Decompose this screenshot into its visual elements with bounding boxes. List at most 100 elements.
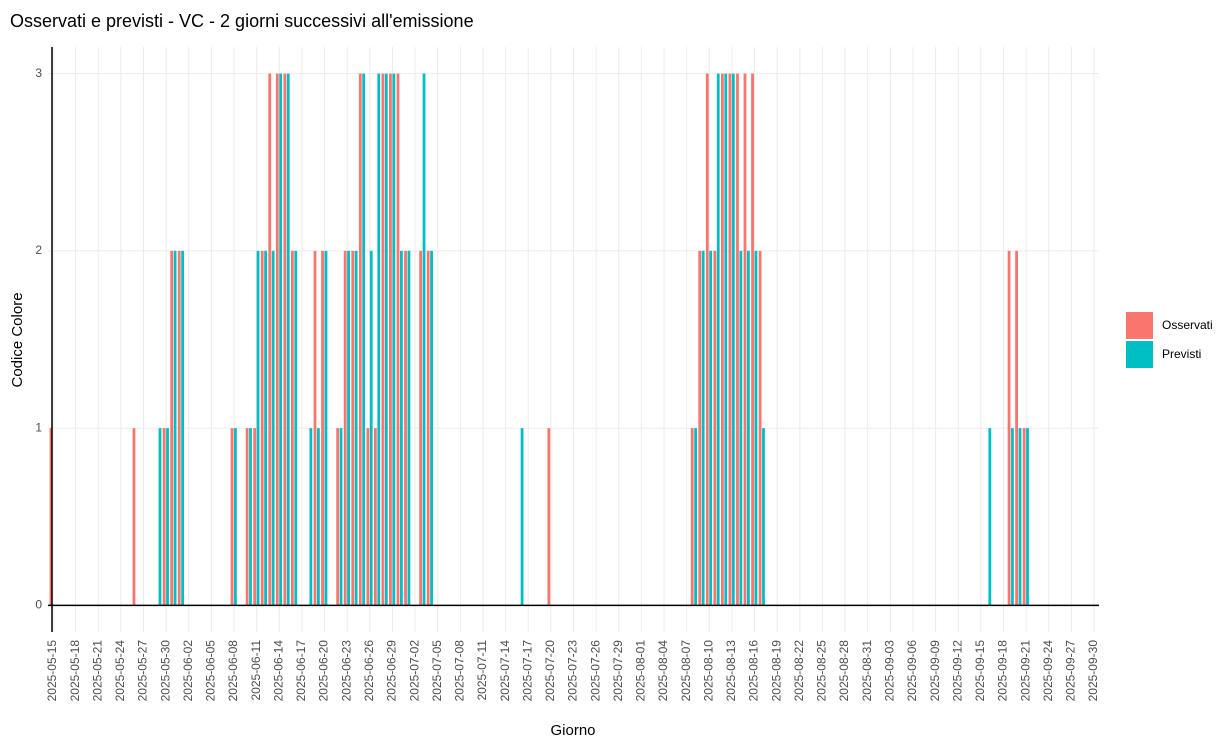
bar xyxy=(358,73,362,606)
bar xyxy=(381,73,385,606)
bar xyxy=(324,250,328,606)
x-tick-label: 2025-08-25 xyxy=(815,640,829,702)
bar xyxy=(407,250,411,606)
bar xyxy=(762,428,765,606)
bar xyxy=(988,428,992,606)
bar xyxy=(430,250,433,606)
bar xyxy=(690,428,694,606)
x-tick-label: 2025-07-20 xyxy=(543,640,557,702)
bar xyxy=(1018,428,1022,606)
x-tick-label: 2025-05-15 xyxy=(45,640,59,702)
bar xyxy=(392,73,396,606)
y-tick-label: 0 xyxy=(35,598,42,612)
x-tick-label: 2025-06-17 xyxy=(294,640,308,702)
x-tick-label: 2025-07-17 xyxy=(520,640,534,702)
x-tick-label: 2025-08-01 xyxy=(634,640,648,702)
bar xyxy=(286,73,290,606)
bar xyxy=(49,428,53,606)
bar xyxy=(369,250,373,606)
bar xyxy=(173,250,177,606)
bar xyxy=(547,428,551,606)
bar xyxy=(253,428,257,606)
x-tick-label: 2025-08-04 xyxy=(656,640,670,702)
x-tick-label: 2025-09-06 xyxy=(905,640,919,702)
x-tick-label: 2025-06-23 xyxy=(339,640,353,702)
bar xyxy=(389,73,392,606)
x-tick-label: 2025-06-14 xyxy=(271,640,285,702)
x-tick-label: 2025-08-22 xyxy=(792,640,806,702)
bar xyxy=(426,250,430,606)
bar xyxy=(404,250,407,606)
x-tick-label: 2025-09-21 xyxy=(1018,640,1032,702)
bar xyxy=(245,428,249,606)
bar xyxy=(313,250,317,606)
bar xyxy=(339,428,343,606)
bar xyxy=(1015,250,1018,606)
chart-title: Osservati e previsti - VC - 2 giorni suc… xyxy=(10,11,474,31)
x-tick-label: 2025-05-30 xyxy=(158,640,172,702)
x-tick-label: 2025-07-29 xyxy=(611,640,625,702)
bar xyxy=(351,250,355,606)
bar xyxy=(724,73,728,606)
bar xyxy=(336,428,340,606)
x-tick-label: 2025-09-18 xyxy=(996,640,1010,702)
bar xyxy=(234,428,237,606)
x-tick-label: 2025-05-27 xyxy=(136,640,150,702)
bar xyxy=(1011,428,1014,606)
bar xyxy=(275,73,279,606)
x-tick-label: 2025-07-05 xyxy=(430,640,444,702)
bar xyxy=(132,428,136,606)
x-tick-label: 2025-08-31 xyxy=(860,640,874,702)
bar xyxy=(758,250,762,606)
bar xyxy=(158,428,162,606)
bar xyxy=(377,73,381,606)
bar xyxy=(728,73,732,606)
x-tick-label: 2025-09-30 xyxy=(1086,640,1100,702)
y-axis-label: Codice Colore xyxy=(9,292,26,387)
x-tick-label: 2025-06-29 xyxy=(385,640,399,702)
y-tick-label: 2 xyxy=(35,243,42,257)
bar xyxy=(698,250,702,606)
bar xyxy=(294,250,298,606)
x-tick-label: 2025-08-19 xyxy=(769,640,783,702)
bar xyxy=(317,428,320,606)
x-tick-label: 2025-07-11 xyxy=(475,640,489,701)
bar xyxy=(362,73,366,606)
x-tick-label: 2025-09-09 xyxy=(928,640,942,702)
x-tick-label: 2025-09-15 xyxy=(973,640,987,702)
bar xyxy=(181,250,185,606)
bar xyxy=(713,250,717,606)
legend-swatch xyxy=(1126,341,1153,368)
bar xyxy=(399,250,403,606)
bar xyxy=(709,250,713,606)
x-tick-label: 2025-08-28 xyxy=(837,640,851,702)
bar xyxy=(1022,428,1026,606)
y-tick-label: 1 xyxy=(35,420,42,434)
x-tick-label: 2025-08-07 xyxy=(679,640,693,702)
bar xyxy=(279,73,283,606)
bar xyxy=(520,428,524,606)
bar xyxy=(170,250,174,606)
bar xyxy=(694,428,697,606)
legend-swatch xyxy=(1126,312,1153,339)
bar xyxy=(747,250,750,606)
bar xyxy=(716,73,720,606)
bar xyxy=(309,428,313,606)
bar xyxy=(264,250,267,606)
x-tick-label: 2025-09-24 xyxy=(1041,640,1055,702)
bar xyxy=(162,428,166,606)
x-tick-label: 2025-08-10 xyxy=(701,640,715,702)
bar xyxy=(419,250,423,606)
bar xyxy=(705,73,709,606)
bar xyxy=(701,250,705,606)
bar xyxy=(751,73,754,606)
bar xyxy=(754,250,758,606)
bar xyxy=(736,73,739,606)
bar xyxy=(720,73,724,606)
x-tick-label: 2025-09-03 xyxy=(883,640,897,702)
bar xyxy=(354,250,358,606)
x-tick-label: 2025-06-08 xyxy=(226,640,240,702)
bar xyxy=(396,73,400,606)
x-axis-label: Giorno xyxy=(550,722,595,739)
